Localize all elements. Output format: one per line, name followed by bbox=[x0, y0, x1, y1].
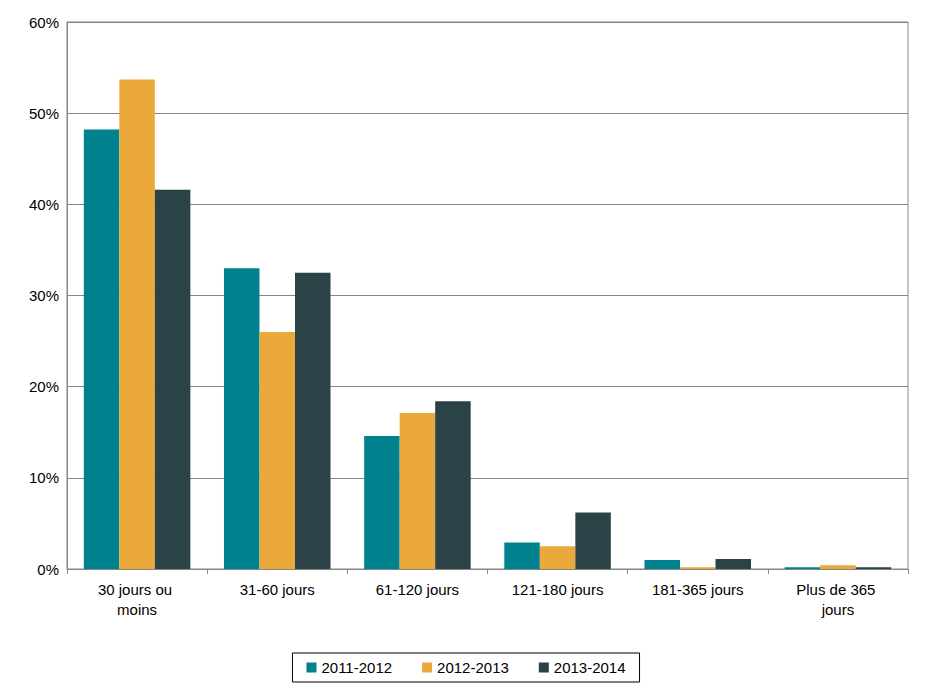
svg-text:121-180 jours: 121-180 jours bbox=[512, 581, 604, 598]
svg-text:moins: moins bbox=[117, 601, 157, 618]
svg-text:Plus de 365: Plus de 365 bbox=[796, 581, 879, 598]
svg-text:30%: 30% bbox=[29, 287, 59, 304]
svg-text:30 jours ou: 30 jours ou bbox=[98, 581, 176, 598]
svg-text:181-365 jours: 181-365 jours bbox=[652, 581, 744, 598]
svg-text:2013-2014: 2013-2014 bbox=[554, 659, 626, 676]
svg-text:jours: jours bbox=[821, 601, 855, 618]
svg-text:2012-2013: 2012-2013 bbox=[437, 659, 509, 676]
svg-text:50%: 50% bbox=[29, 105, 59, 122]
svg-text:0%: 0% bbox=[37, 561, 59, 578]
svg-text:20%: 20% bbox=[29, 378, 59, 395]
svg-text:31-60 jours: 31-60 jours bbox=[240, 581, 315, 598]
svg-text:40%: 40% bbox=[29, 196, 59, 213]
svg-text:2011-2012: 2011-2012 bbox=[321, 659, 392, 676]
svg-text:61-120 jours: 61-120 jours bbox=[376, 581, 459, 598]
svg-text:60%: 60% bbox=[29, 14, 59, 31]
svg-text:10%: 10% bbox=[29, 469, 59, 486]
